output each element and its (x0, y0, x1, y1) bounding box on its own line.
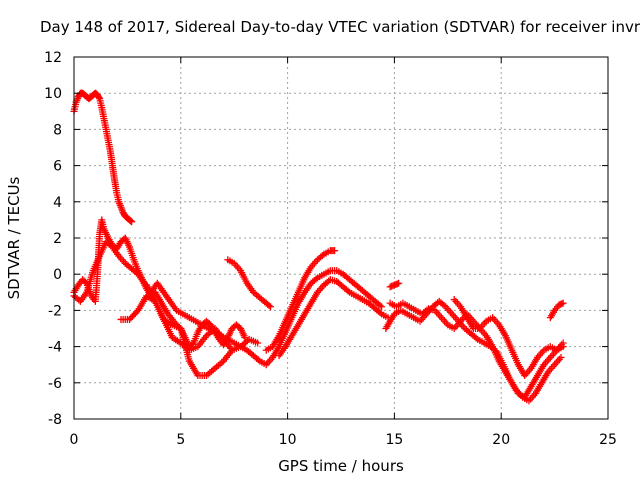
data-point (559, 343, 567, 351)
series-arc-5 (143, 281, 236, 380)
data-point (331, 247, 339, 255)
series-arc-10 (382, 297, 565, 405)
series-arc-9 (386, 279, 403, 291)
series-arc-1 (70, 89, 136, 226)
x-tick-label: 10 (279, 432, 297, 448)
y-tick-label: -2 (48, 303, 62, 319)
y-tick-label: 4 (53, 195, 62, 211)
series-arc-13 (546, 299, 567, 322)
data-point (265, 302, 273, 310)
axis-ticks: 0 5 10 15 20 25 -8 -6 -4 -2 0 2 4 6 8 10 12 (44, 50, 617, 448)
series-arc-7 (262, 247, 339, 354)
y-axis-label: SDTVAR / TECUs (5, 176, 23, 299)
y-tick-label: 12 (44, 50, 62, 66)
data-point (376, 301, 384, 309)
data-point (318, 252, 326, 260)
data-marks (70, 89, 567, 405)
x-tick-label: 15 (385, 432, 403, 448)
data-point (376, 309, 384, 317)
y-tick-label: 10 (44, 86, 62, 102)
x-tick-label: 25 (599, 432, 617, 448)
data-point (423, 306, 431, 314)
data-point (128, 218, 136, 226)
series-arc-11 (386, 299, 567, 401)
series-arc-3 (70, 238, 386, 369)
x-axis-label: GPS time / hours (278, 457, 404, 475)
y-tick-label: -4 (48, 340, 62, 356)
data-point (557, 353, 565, 361)
series-arc-8 (275, 276, 392, 360)
data-point (254, 339, 262, 347)
x-tick-label: 20 (492, 432, 510, 448)
data-point (95, 93, 103, 101)
data-point (559, 299, 567, 307)
data-point (344, 287, 352, 295)
x-tick-label: 5 (176, 432, 185, 448)
y-tick-label: 6 (53, 159, 62, 175)
series-arc-12 (450, 296, 567, 380)
data-point (312, 275, 320, 283)
x-tick-label: 0 (70, 432, 79, 448)
grid (74, 57, 608, 419)
y-tick-label: 2 (53, 231, 62, 247)
y-tick-label: -6 (48, 376, 62, 392)
data-point (378, 303, 386, 311)
data-point (325, 277, 333, 285)
data-point (440, 301, 448, 309)
series-arc-6 (224, 256, 275, 311)
y-tick-label: 0 (53, 267, 62, 283)
chart-title: Day 148 of 2017, Sidereal Day-to-day VTE… (40, 18, 640, 36)
data-point (228, 346, 236, 354)
data-point (254, 356, 262, 364)
data-point (395, 279, 403, 287)
data-point (472, 334, 480, 342)
y-tick-label: 8 (53, 122, 62, 138)
y-tick-label: -8 (48, 412, 62, 428)
data-point (267, 303, 275, 311)
